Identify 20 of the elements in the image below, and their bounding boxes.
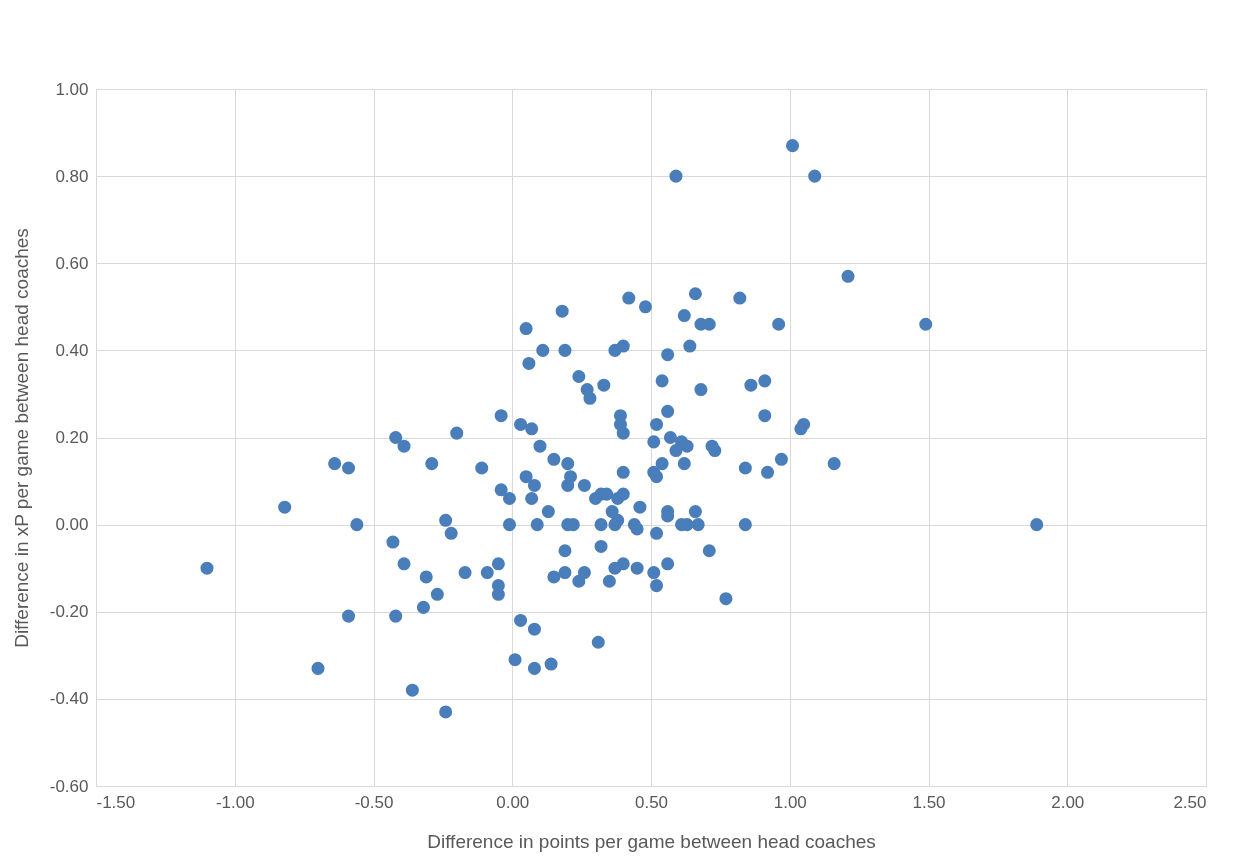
y-tick-label: 0.60 — [55, 253, 89, 273]
x-tick-label: -0.50 — [354, 792, 394, 812]
y-tick-label: 0.40 — [55, 340, 89, 360]
y-axis-title: Difference in xP per game between head coaches — [10, 228, 32, 648]
y-tick-label: 0.80 — [55, 166, 89, 186]
y-tick-label: -0.40 — [49, 689, 89, 709]
y-tick-label: -0.60 — [49, 776, 89, 796]
x-tick-label: 0.00 — [496, 792, 530, 812]
x-tick-label: 2.00 — [1051, 792, 1085, 812]
x-tick-label: 2.50 — [1173, 792, 1207, 812]
y-tick-label: 1.00 — [55, 79, 89, 99]
x-tick-label: -1.50 — [96, 792, 136, 812]
y-tick-label: -0.20 — [49, 602, 89, 622]
x-tick-label: 1.50 — [912, 792, 946, 812]
y-tick-label: 0.20 — [55, 428, 89, 447]
x-tick-label: -1.00 — [215, 792, 255, 812]
x-axis-title: Difference in points per game between head coaches — [427, 830, 876, 852]
x-tick-label: 1.00 — [773, 792, 807, 812]
y-tick-label: 0.00 — [55, 515, 89, 535]
x-tick-label: 0.50 — [634, 792, 669, 812]
